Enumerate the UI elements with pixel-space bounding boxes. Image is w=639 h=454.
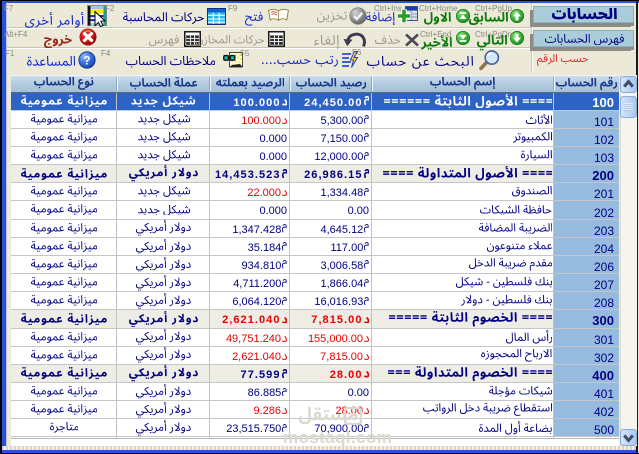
svg-text:?: ?	[83, 55, 90, 67]
